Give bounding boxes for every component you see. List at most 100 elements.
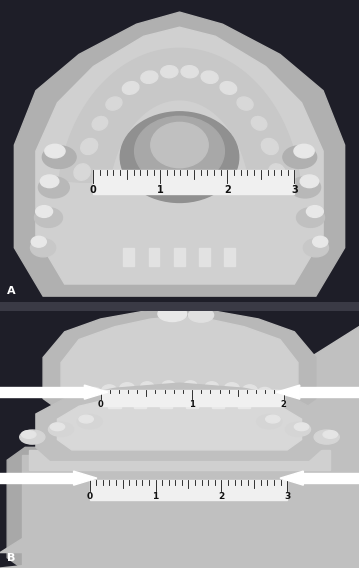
Polygon shape: [74, 471, 97, 485]
Text: A: A: [7, 286, 16, 296]
Ellipse shape: [120, 112, 239, 202]
Text: 0: 0: [90, 185, 97, 195]
Bar: [0, 473, 74, 483]
Ellipse shape: [314, 430, 339, 444]
Bar: [174, 248, 185, 266]
Ellipse shape: [224, 383, 239, 394]
Polygon shape: [276, 385, 300, 399]
Polygon shape: [0, 455, 359, 568]
Bar: [90, 481, 287, 500]
Ellipse shape: [81, 139, 98, 154]
Ellipse shape: [183, 381, 197, 391]
Bar: [101, 390, 284, 406]
Bar: [224, 248, 235, 266]
Ellipse shape: [294, 144, 314, 158]
Ellipse shape: [120, 383, 135, 394]
Ellipse shape: [77, 415, 102, 429]
Polygon shape: [43, 308, 316, 414]
Ellipse shape: [276, 394, 292, 405]
Ellipse shape: [188, 308, 214, 322]
Ellipse shape: [242, 385, 257, 396]
Bar: [212, 394, 224, 408]
Ellipse shape: [67, 394, 83, 405]
Ellipse shape: [257, 415, 282, 429]
Ellipse shape: [201, 71, 218, 83]
Text: 2: 2: [224, 185, 231, 195]
Ellipse shape: [181, 66, 198, 78]
Text: 1: 1: [157, 185, 164, 195]
Ellipse shape: [36, 206, 52, 218]
Ellipse shape: [290, 177, 321, 198]
Ellipse shape: [42, 146, 76, 169]
Ellipse shape: [303, 239, 328, 257]
Ellipse shape: [40, 175, 59, 187]
Ellipse shape: [158, 306, 187, 321]
Bar: [108, 394, 121, 408]
Ellipse shape: [92, 116, 108, 130]
Ellipse shape: [48, 422, 74, 436]
Text: 2: 2: [281, 400, 286, 408]
Polygon shape: [36, 383, 323, 460]
Ellipse shape: [74, 164, 90, 180]
Ellipse shape: [22, 431, 36, 438]
Ellipse shape: [87, 387, 102, 399]
Ellipse shape: [269, 164, 285, 180]
Polygon shape: [61, 316, 298, 406]
Bar: [93, 170, 294, 194]
Ellipse shape: [237, 97, 253, 110]
Ellipse shape: [75, 390, 90, 402]
Text: 2: 2: [218, 492, 224, 501]
Polygon shape: [0, 327, 359, 553]
Bar: [199, 248, 210, 266]
Ellipse shape: [162, 381, 176, 391]
Bar: [29, 450, 330, 470]
Ellipse shape: [106, 97, 122, 110]
Bar: [149, 248, 159, 266]
Polygon shape: [14, 12, 345, 296]
Bar: [22, 455, 337, 568]
Ellipse shape: [135, 116, 224, 186]
Polygon shape: [57, 394, 302, 450]
Bar: [134, 394, 146, 408]
Polygon shape: [84, 385, 108, 399]
Bar: [123, 248, 134, 266]
Ellipse shape: [205, 382, 219, 392]
Ellipse shape: [269, 390, 284, 402]
Text: 3: 3: [284, 492, 290, 501]
Ellipse shape: [102, 385, 117, 396]
Polygon shape: [280, 471, 303, 485]
Ellipse shape: [220, 82, 237, 94]
Text: 3: 3: [291, 185, 298, 195]
Bar: [303, 473, 359, 483]
Ellipse shape: [38, 177, 69, 198]
Ellipse shape: [31, 236, 46, 247]
Ellipse shape: [285, 422, 311, 436]
Polygon shape: [7, 448, 352, 568]
Polygon shape: [59, 48, 300, 189]
Ellipse shape: [20, 430, 45, 444]
Ellipse shape: [122, 82, 139, 94]
Ellipse shape: [34, 208, 62, 227]
Ellipse shape: [45, 144, 65, 158]
Ellipse shape: [300, 175, 319, 187]
Text: 0: 0: [98, 400, 103, 408]
Ellipse shape: [161, 66, 178, 78]
Ellipse shape: [266, 415, 280, 423]
Ellipse shape: [31, 239, 56, 257]
Ellipse shape: [294, 423, 309, 431]
Ellipse shape: [251, 116, 267, 130]
Ellipse shape: [50, 423, 65, 431]
Ellipse shape: [79, 415, 93, 423]
Ellipse shape: [141, 71, 158, 83]
Ellipse shape: [297, 208, 325, 227]
Bar: [238, 394, 250, 408]
Bar: [186, 394, 198, 408]
Text: 1: 1: [153, 492, 159, 501]
Bar: [300, 387, 359, 397]
Text: B: B: [7, 553, 15, 563]
Ellipse shape: [261, 139, 278, 154]
Ellipse shape: [283, 146, 317, 169]
Polygon shape: [36, 27, 323, 284]
Bar: [160, 394, 172, 408]
Ellipse shape: [323, 431, 337, 438]
